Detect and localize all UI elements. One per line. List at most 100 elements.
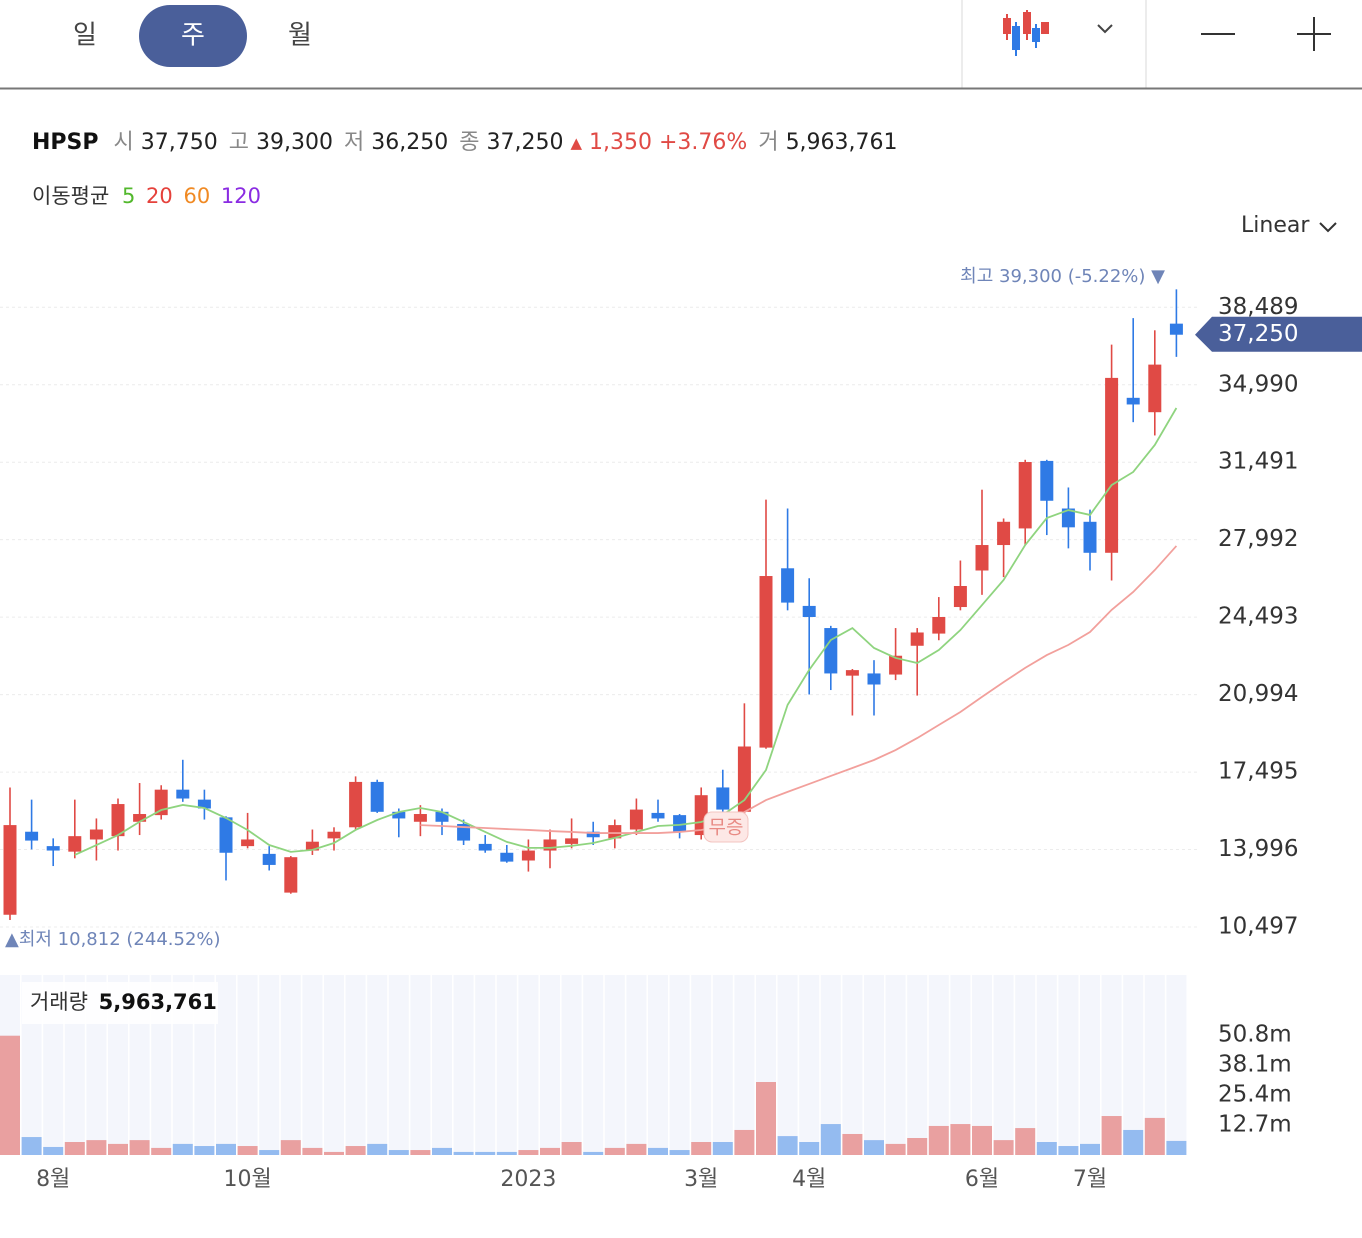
y-tick-label: 38,489: [1218, 294, 1298, 320]
volume-bar: [259, 1150, 280, 1155]
event-annotation: 무증: [709, 817, 744, 839]
change-arrow: ▲: [570, 134, 582, 152]
candle-body: [284, 857, 298, 893]
chevron[interactable]: [1097, 24, 1113, 34]
volume-bar: [151, 1147, 172, 1155]
candle-body: [262, 853, 276, 865]
candle-body: [845, 670, 859, 676]
volume-bar: [1015, 1128, 1036, 1155]
candle-body: [327, 831, 341, 839]
last-price-label: 37,250: [1218, 321, 1298, 347]
volume-column-bg: [1036, 975, 1057, 1155]
volume-column-bg: [950, 975, 971, 1155]
volume-bar: [864, 1140, 884, 1155]
candle-body: [3, 825, 17, 915]
volume-column-bg: [302, 975, 323, 1155]
candle-body: [349, 781, 363, 828]
volume-bar: [475, 1151, 496, 1155]
candle-body: [867, 673, 881, 685]
volume-bar: [1123, 1129, 1144, 1155]
volume-bar: [734, 1129, 755, 1155]
volume-column-bg: [496, 975, 517, 1155]
candle-body: [1083, 521, 1097, 553]
candle-body: [392, 811, 406, 819]
candle-body: [478, 843, 492, 851]
open-label: 시: [114, 130, 134, 155]
volume-column-bg: [820, 975, 841, 1155]
volume-column-bg: [561, 975, 582, 1155]
candle-body: [651, 812, 665, 819]
volume-title-label: 거래량: [30, 990, 88, 1014]
volume-bar: [1101, 1116, 1122, 1155]
volume-bar: [237, 1146, 258, 1155]
volume-bar: [820, 1124, 841, 1155]
volume-bar: [1080, 1143, 1100, 1155]
volume-bar: [583, 1151, 604, 1155]
volume-bar: [280, 1140, 301, 1155]
zoom-in[interactable]: [1297, 17, 1331, 51]
volume-label: 거: [758, 130, 778, 155]
candle-body: [25, 831, 39, 841]
scale-chevron[interactable]: [1319, 222, 1337, 233]
event-badge: [703, 811, 749, 843]
volume-column-bg: [993, 975, 1014, 1155]
volume-bar: [777, 1136, 798, 1155]
volume-column-bg: [669, 975, 690, 1155]
volume-bar: [453, 1151, 474, 1155]
candle-body: [1040, 460, 1054, 501]
ma-item: 60: [183, 184, 210, 208]
tab-week[interactable]: 주: [181, 21, 205, 51]
volume-bar: [540, 1147, 560, 1155]
volume-bar: [129, 1140, 150, 1155]
candle-body: [910, 632, 924, 646]
chart-type-icon[interactable]: [1003, 10, 1049, 56]
volume-bar: [626, 1143, 647, 1155]
volume-column-bg: [604, 975, 625, 1155]
tab-day[interactable]: 일: [73, 21, 97, 51]
low-annotation: ▲최저 10,812 (244.52%): [5, 929, 221, 950]
candle-body: [197, 799, 211, 809]
low: 36,250: [371, 130, 448, 155]
volume-bar: [432, 1147, 452, 1155]
volume-column-bg: [540, 975, 560, 1155]
volume-bar: [64, 1142, 85, 1155]
volume-column-bg: [691, 975, 712, 1155]
volume-column-bg: [777, 975, 798, 1155]
close: 37,250: [486, 130, 563, 155]
volume-bar: [669, 1150, 690, 1155]
tab-selected-bg: [139, 5, 247, 67]
volume-bar: [86, 1140, 107, 1155]
tab-month[interactable]: 월: [288, 21, 312, 51]
ma-item: 5: [122, 184, 135, 208]
volume-column-bg: [648, 975, 668, 1155]
close-label: 종: [459, 130, 479, 155]
candle-body: [154, 789, 168, 816]
candle-body: [759, 576, 773, 748]
candle-body: [975, 545, 989, 571]
x-tick-label: 6월: [965, 1167, 999, 1192]
volume-bar: [1144, 1117, 1165, 1155]
candle-body: [435, 811, 449, 822]
candle-body: [824, 628, 838, 674]
candle-body: [457, 823, 471, 841]
volume-bar: [496, 1151, 517, 1155]
volume-column-bg: [388, 975, 409, 1155]
candle-body: [413, 814, 427, 822]
volume-column-bg: [259, 975, 280, 1155]
volume-bar: [324, 1151, 344, 1155]
volume-column-bg: [345, 975, 366, 1155]
candle-body: [305, 841, 319, 851]
scale-select[interactable]: Linear: [1241, 213, 1310, 238]
y-tick-label: 24,493: [1218, 604, 1298, 630]
volume-tick-label: 25.4m: [1218, 1082, 1292, 1108]
volume-bar: [1036, 1142, 1057, 1155]
volume-bar: [1166, 1140, 1187, 1155]
ma-legend: 이동평균 5 20 60 120: [32, 184, 261, 208]
volume-bar: [604, 1147, 625, 1155]
candle-body: [1061, 508, 1075, 528]
volume-title: 거래량 5,963,761: [30, 990, 217, 1014]
candle-body: [241, 839, 255, 847]
symbol: HPSP: [32, 130, 99, 155]
candle-body: [111, 804, 125, 837]
